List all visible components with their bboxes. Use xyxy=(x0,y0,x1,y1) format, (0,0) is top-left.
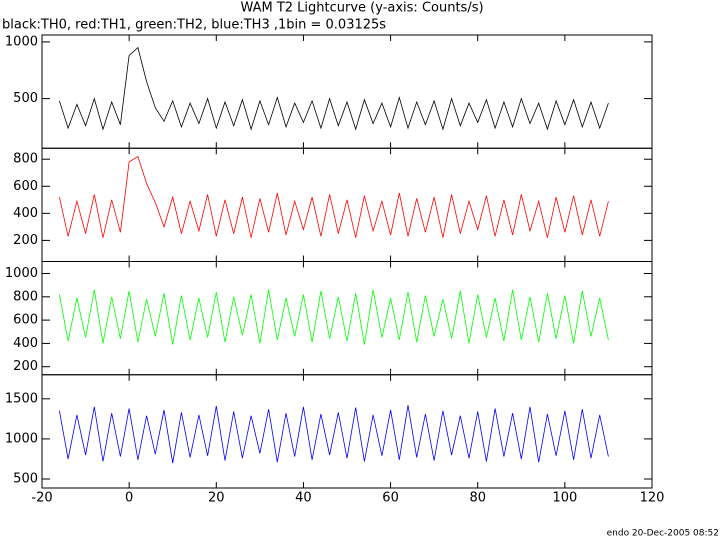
x-tick-label: 0 xyxy=(125,491,133,506)
chart-subtitle: black:TH0, red:TH1, green:TH2, blue:TH3 … xyxy=(2,18,386,33)
y-tick-label: 600 xyxy=(13,179,38,194)
y-tick-label: 800 xyxy=(13,152,38,167)
y-tick-label: 800 xyxy=(13,289,38,304)
chart-title: WAM T2 Lightcurve (y-axis: Counts/s) xyxy=(240,1,483,16)
lightcurve xyxy=(59,155,609,238)
x-tick-label: 20 xyxy=(208,491,225,506)
lightcurve xyxy=(59,46,609,131)
y-tick-label: 1000 xyxy=(5,266,38,281)
panel-frame xyxy=(41,147,653,262)
y-tick-label: 200 xyxy=(13,233,38,248)
x-tick-label: 60 xyxy=(382,491,399,506)
x-tick-label: 100 xyxy=(552,491,577,506)
x-tick-label: 80 xyxy=(469,491,486,506)
panel-frame xyxy=(41,374,653,489)
y-tick-label: 400 xyxy=(13,206,38,221)
footer: endo 20-Dec-2005 08:52 xyxy=(607,529,719,539)
y-tick-label: 1500 xyxy=(5,391,38,406)
y-tick-label: 400 xyxy=(13,336,38,351)
y-tick-label: 500 xyxy=(13,472,38,487)
y-tick-label: 1000 xyxy=(5,431,38,446)
lightcurve xyxy=(59,405,609,464)
y-tick-label: 600 xyxy=(13,313,38,328)
x-tick-label: -20 xyxy=(31,491,52,506)
x-tick-label: 120 xyxy=(640,491,665,506)
lightcurve xyxy=(59,289,609,345)
y-tick-label: 500 xyxy=(13,91,38,106)
x-tick-label: 40 xyxy=(295,491,312,506)
y-tick-label: 200 xyxy=(13,359,38,374)
y-tick-label: 1000 xyxy=(5,34,38,49)
